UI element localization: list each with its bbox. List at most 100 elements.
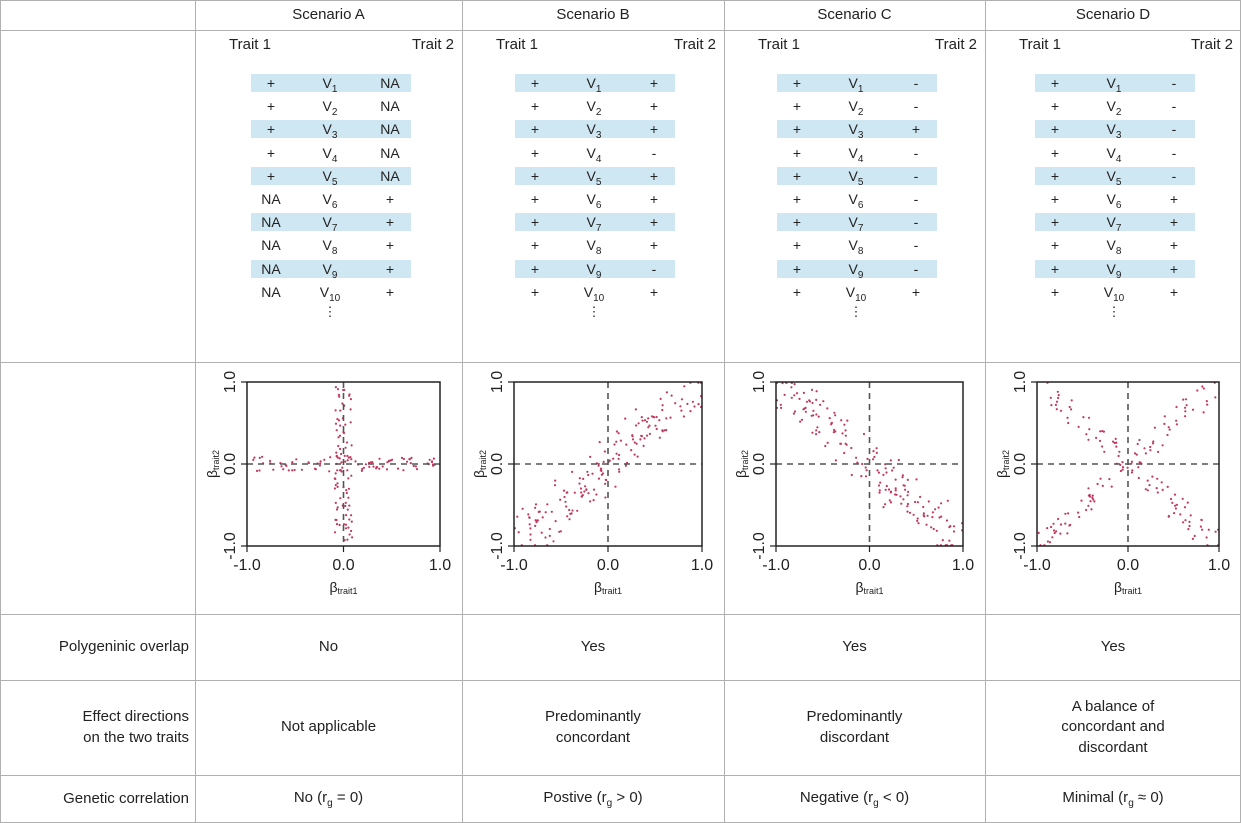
data-point — [1089, 500, 1092, 503]
trait2-effect: NA — [380, 167, 400, 184]
data-point — [919, 495, 922, 498]
data-point — [339, 447, 342, 451]
variant-index: 1 — [857, 83, 864, 95]
data-point — [378, 457, 381, 460]
data-point — [645, 420, 649, 423]
y-tick-label: 0.0 — [1012, 453, 1029, 475]
data-point — [1184, 398, 1188, 401]
data-point — [865, 469, 868, 472]
variant-letter: V — [845, 283, 856, 300]
data-point — [892, 466, 895, 469]
data-point — [780, 406, 783, 409]
data-point — [882, 506, 885, 509]
data-point — [343, 454, 346, 457]
data-point — [906, 478, 909, 481]
data-point — [663, 429, 666, 432]
variant-index: 1 — [1115, 83, 1122, 95]
data-point — [1188, 524, 1191, 528]
data-point — [255, 469, 259, 472]
trait1-effect: + — [266, 144, 276, 161]
data-point — [658, 436, 661, 439]
data-point — [1085, 508, 1088, 512]
data-point — [1160, 481, 1163, 484]
data-point — [354, 460, 357, 463]
data-point — [808, 399, 811, 402]
data-point — [335, 508, 339, 511]
data-point — [833, 411, 836, 414]
data-point — [428, 458, 431, 461]
data-point — [912, 513, 915, 516]
data-point — [1161, 444, 1164, 447]
variant-index: 9 — [595, 269, 602, 281]
variant-index: 4 — [1115, 153, 1122, 165]
data-point — [566, 515, 569, 518]
variant-index: 9 — [331, 269, 338, 281]
data-point — [833, 428, 836, 432]
data-point — [1066, 416, 1069, 419]
data-point — [1121, 466, 1125, 469]
continuation-dots: ⋮ — [323, 304, 337, 319]
y-tick-label: 1.0 — [489, 371, 506, 393]
data-point — [349, 408, 352, 411]
trait2-effect: NA — [380, 75, 400, 91]
variant-row: NA V10 + — [251, 283, 411, 304]
data-point — [378, 467, 381, 470]
data-point — [1173, 493, 1177, 496]
data-point — [887, 488, 891, 491]
data-point — [1067, 512, 1070, 515]
data-point — [1050, 404, 1053, 407]
data-point — [344, 446, 347, 449]
y-axis-label-sub: trait2 — [478, 450, 488, 470]
variant-letter: V — [322, 214, 332, 231]
data-point — [680, 398, 684, 401]
variant-row: + V1 + — [515, 74, 675, 95]
data-point — [1078, 515, 1081, 519]
variant-index: 8 — [595, 246, 602, 258]
data-point — [1207, 528, 1210, 531]
data-point — [334, 501, 337, 504]
data-point — [1163, 422, 1166, 425]
variant-index: 7 — [1115, 222, 1122, 234]
variant-label: V5 — [305, 167, 355, 188]
variant-label: V1 — [1089, 74, 1139, 95]
data-point — [1050, 525, 1053, 529]
data-point — [834, 430, 837, 433]
data-point — [558, 530, 561, 533]
x-axis-label-main: β — [1114, 579, 1122, 595]
data-point — [554, 520, 557, 523]
trait1-effect: + — [530, 144, 540, 161]
data-point — [1151, 475, 1154, 478]
data-point — [336, 482, 339, 485]
data-point — [810, 388, 814, 391]
variant-letter: V — [322, 260, 332, 277]
data-point — [1148, 484, 1151, 487]
data-point — [252, 458, 255, 461]
variant-table-d: Trait 1 Trait 2 + V1- + V2- + V3- + V4- + V5- + V6 + + V… — [985, 30, 1241, 362]
data-point — [337, 393, 340, 396]
data-point — [600, 467, 603, 470]
data-point — [843, 451, 846, 455]
data-point — [940, 502, 943, 505]
data-point — [1155, 487, 1158, 490]
variant-letter: V — [1106, 214, 1116, 231]
x-tick-label: 0.0 — [1117, 557, 1139, 574]
data-point — [653, 416, 656, 419]
y-tick-label: 1.0 — [1012, 371, 1029, 393]
data-point — [336, 485, 339, 488]
variant-table-b: Trait 1 Trait 2 + V1 + + V2 + + V3 + + V4- + V5 + + V6 + + V… — [462, 30, 724, 362]
data-point — [894, 487, 897, 490]
data-point — [1108, 478, 1111, 481]
data-point — [559, 498, 562, 501]
data-point — [907, 490, 910, 493]
trait2-effect: + — [385, 283, 395, 300]
data-point — [334, 472, 337, 475]
polygenic-overlap-value: No — [318, 637, 339, 655]
variant-label: V10 — [569, 283, 619, 304]
data-point — [889, 491, 892, 494]
data-point — [347, 477, 350, 480]
data-point — [323, 458, 326, 461]
data-point — [819, 403, 822, 406]
data-point — [345, 514, 348, 517]
data-point — [618, 470, 621, 473]
data-point — [856, 461, 859, 464]
